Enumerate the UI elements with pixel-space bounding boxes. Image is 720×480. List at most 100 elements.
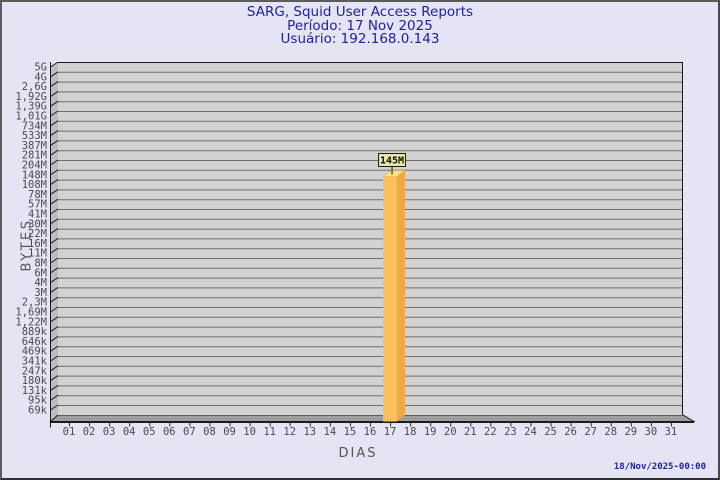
y-tick-label: 78M	[28, 189, 47, 201]
x-tick-label: 18	[404, 426, 417, 438]
y-tick-mark	[50, 81, 59, 88]
x-tick-label: 19	[424, 426, 437, 438]
x-tick-label: 29	[624, 426, 637, 438]
y-tick-label: 180k	[22, 375, 48, 387]
y-tick-mark	[50, 61, 59, 68]
y-tick-label: 734M	[22, 120, 47, 132]
value-flag-box	[378, 153, 407, 167]
y-tick-mark	[50, 404, 59, 411]
x-tick-label: 21	[464, 426, 477, 438]
y-tick-label: 131k	[22, 385, 48, 397]
chart-title-block: SARG, Squid User Access Reports Período:…	[2, 5, 718, 47]
y-tick-label: 281M	[22, 150, 47, 162]
y-tick-mark	[50, 306, 59, 313]
y-tick-label: 533M	[22, 130, 47, 142]
y-tick-label: 247k	[22, 365, 48, 377]
x-tick-label: 09	[223, 426, 236, 438]
y-tick-mark	[50, 149, 59, 156]
y-tick-mark	[50, 286, 59, 293]
y-tick-label: 2,6G	[22, 81, 47, 93]
floor-3d	[49, 414, 696, 422]
x-tick-label: 12	[283, 426, 296, 438]
y-tick-label: 4M	[34, 277, 47, 289]
y-tick-label: 41M	[28, 209, 47, 221]
x-tick-label: 20	[444, 426, 457, 438]
y-tick-mark	[50, 159, 59, 166]
y-tick-mark	[50, 90, 59, 97]
x-tick-label: 28	[604, 426, 617, 438]
y-tick-mark	[50, 237, 59, 244]
x-tick-label: 25	[544, 426, 557, 438]
y-tick-label: 95k	[28, 395, 48, 407]
x-tick-label: 22	[484, 426, 497, 438]
y-tick-label: 11M	[28, 248, 47, 260]
y-tick-label: 8M	[34, 258, 47, 270]
x-tick-label: 02	[83, 426, 96, 438]
x-tick-label: 04	[123, 426, 136, 438]
value-flag-label: 145M	[380, 156, 404, 167]
x-tick-label: 27	[584, 426, 597, 438]
x-tick-label: 03	[103, 426, 116, 438]
y-tick-label: 6M	[34, 267, 47, 279]
x-axis-title: DIAS	[338, 446, 378, 461]
chart-period-subtitle: Período: 17 Nov 2025	[287, 17, 433, 34]
y-tick-mark	[50, 335, 59, 342]
y-tick-label: 3M	[34, 287, 47, 299]
bar-front-face	[383, 176, 398, 422]
left-wall-3d	[50, 62, 58, 422]
y-tick-label: 1,22M	[15, 316, 47, 328]
x-tick-label: 07	[183, 426, 196, 438]
y-tick-mark	[50, 394, 59, 401]
y-tick-label: 4G	[34, 71, 47, 83]
y-tick-mark	[50, 345, 59, 352]
y-tick-mark	[50, 120, 59, 127]
x-tick-label: 14	[324, 426, 337, 438]
y-tick-label: 69k	[28, 405, 48, 417]
x-tick-label: 06	[163, 426, 176, 438]
y-tick-mark	[50, 71, 59, 78]
x-tick-label: 13	[303, 426, 316, 438]
y-axis-title: BYTES	[19, 218, 35, 272]
y-tick-mark	[50, 130, 59, 137]
y-tick-mark	[50, 169, 59, 176]
y-tick-mark	[50, 375, 59, 382]
bar-side-face	[397, 170, 406, 422]
y-tick-label: 469k	[22, 346, 48, 358]
y-tick-label: 148M	[22, 169, 47, 181]
y-tick-label: 108M	[22, 179, 47, 191]
y-tick-mark	[50, 326, 59, 333]
y-tick-label: 646k	[22, 336, 48, 348]
x-tick-label: 26	[564, 426, 577, 438]
y-tick-mark	[50, 247, 59, 254]
y-tick-label: 30M	[28, 218, 47, 230]
x-tick-label: 30	[645, 426, 658, 438]
y-tick-label: 204M	[22, 160, 47, 172]
y-tick-mark	[50, 188, 59, 195]
y-tick-mark	[50, 198, 59, 205]
y-tick-label: 1,92G	[15, 91, 47, 103]
x-tick-label: 08	[203, 426, 216, 438]
y-tick-mark	[50, 110, 59, 117]
x-tick-label: 15	[344, 426, 357, 438]
x-tick-label: 23	[504, 426, 517, 438]
y-tick-label: 341k	[22, 356, 48, 368]
y-tick-label: 889k	[22, 326, 48, 338]
y-tick-mark	[50, 316, 59, 323]
y-tick-mark	[50, 179, 59, 186]
x-tick-label: 05	[143, 426, 156, 438]
y-tick-mark	[50, 218, 59, 225]
y-tick-mark	[50, 296, 59, 303]
y-tick-mark	[50, 208, 59, 215]
x-tick-label: 01	[63, 426, 76, 438]
y-tick-label: 2,3M	[22, 297, 47, 309]
y-tick-label: 5G	[34, 62, 47, 74]
chart-user-subtitle: Usuário: 192.168.0.143	[280, 31, 440, 47]
y-tick-mark	[50, 228, 59, 235]
y-tick-mark	[50, 139, 59, 146]
x-tick-label: 31	[665, 426, 678, 438]
y-tick-label: 1,69M	[15, 307, 47, 319]
x-tick-label: 11	[263, 426, 276, 438]
y-tick-label: 16M	[28, 238, 47, 250]
